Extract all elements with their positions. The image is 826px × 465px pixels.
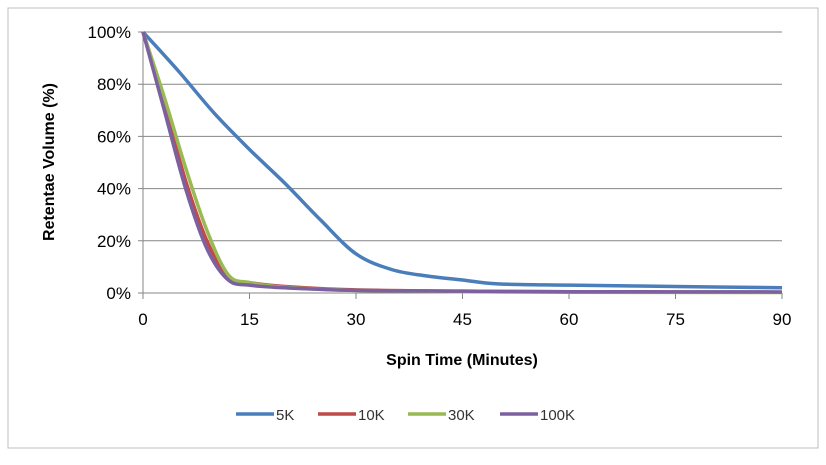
y-tick-label: 0%	[106, 284, 131, 303]
legend-label: 30K	[448, 407, 475, 424]
y-tick-label: 20%	[97, 232, 131, 251]
x-axis-label: Spin Time (Minutes)	[386, 352, 538, 369]
y-tick-label: 100%	[88, 23, 131, 42]
y-tick-label: 40%	[97, 180, 131, 199]
y-tick-label: 60%	[97, 127, 131, 146]
legend-label: 10K	[358, 407, 385, 424]
x-tick-label: 15	[240, 310, 259, 329]
legend-item-100k: 100K	[500, 407, 575, 424]
x-tick-label: 45	[453, 310, 472, 329]
y-tick-label: 80%	[97, 75, 131, 94]
x-tick-label: 30	[347, 310, 366, 329]
series-line-5k	[141, 30, 783, 290]
x-tick-label: 75	[666, 310, 685, 329]
legend-label: 5K	[276, 407, 294, 424]
legend-item-5k: 5K	[236, 407, 294, 424]
legend-item-10k: 10K	[318, 407, 385, 424]
x-tick-label: 90	[773, 310, 792, 329]
legend-label: 100K	[540, 407, 575, 424]
legend-item-30k: 30K	[408, 407, 475, 424]
series-line-100k	[141, 31, 783, 294]
x-tick-label: 60	[560, 310, 579, 329]
x-tick-label: 0	[138, 310, 147, 329]
y-axis-label: Retentae Volume (%)	[41, 83, 58, 241]
chart-border	[7, 7, 819, 449]
